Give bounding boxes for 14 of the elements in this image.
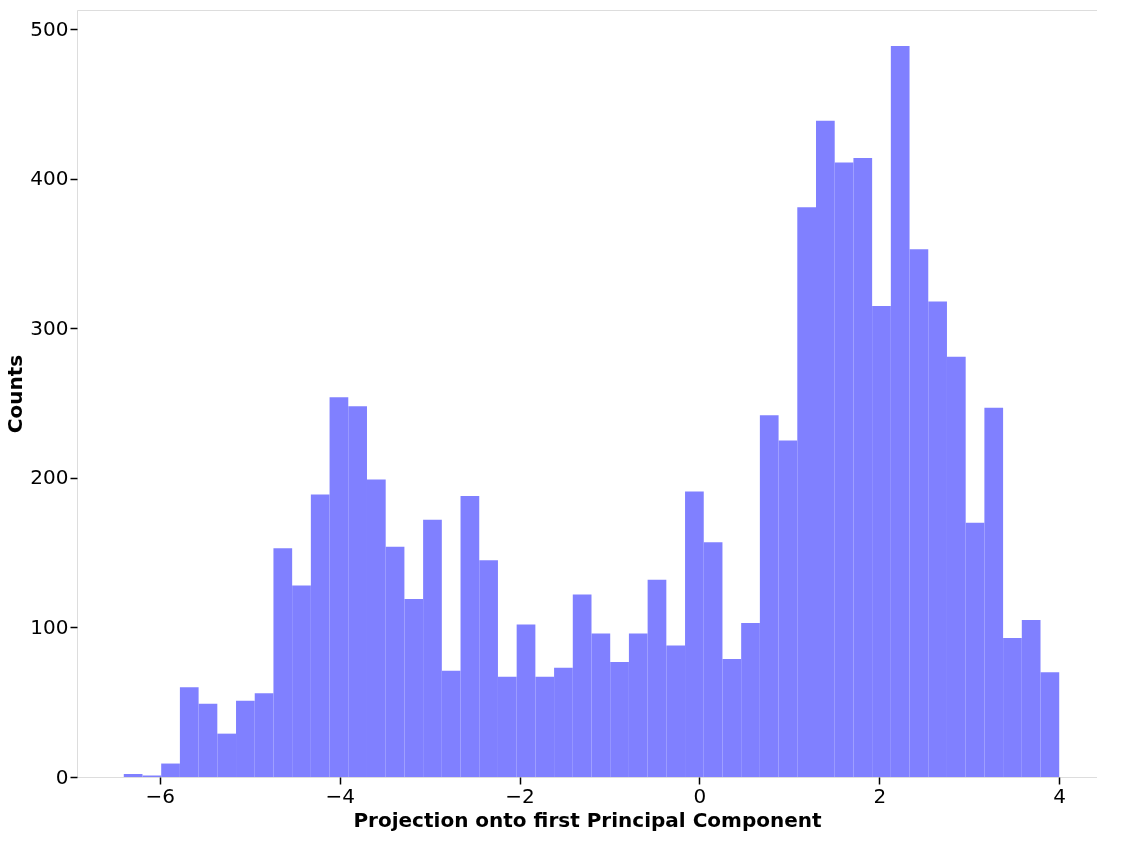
x-tick-label: 0 [693, 783, 707, 808]
x-tick-label: −4 [325, 783, 355, 808]
y-tick-label: 100 [30, 614, 69, 639]
y-tick-label: 200 [30, 465, 69, 490]
x-tick-label: −6 [145, 783, 175, 808]
y-tick-label: 500 [30, 16, 69, 41]
y-tick-label: 300 [30, 315, 69, 340]
x-tick-label: −2 [505, 783, 535, 808]
x-tick-label: 2 [873, 783, 887, 808]
y-tick-label: 400 [30, 166, 69, 191]
x-axis-title: Projection onto first Principal Component [353, 807, 822, 832]
y-axis-title: Counts [3, 354, 28, 434]
y-tick-label: 0 [55, 764, 69, 789]
x-tick-label: 4 [1053, 783, 1067, 808]
